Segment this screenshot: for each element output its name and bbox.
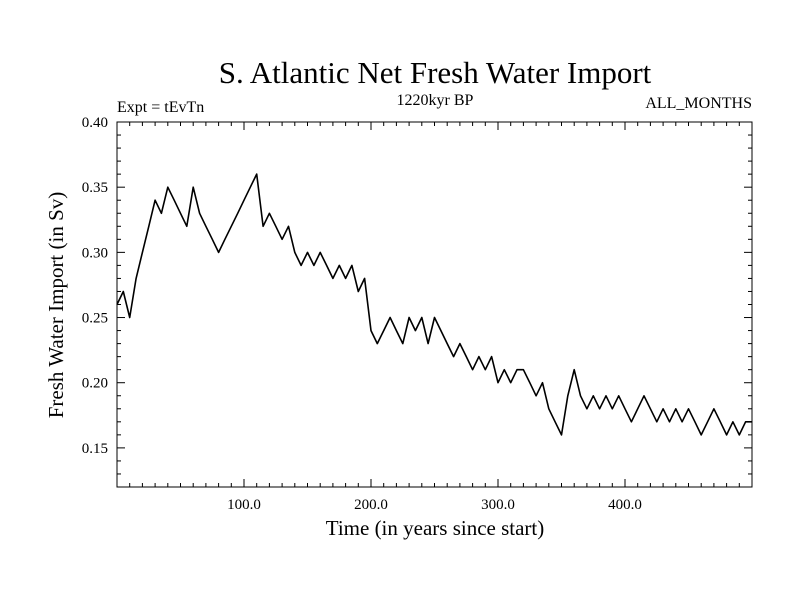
x-tick-label: 100.0 <box>227 497 261 513</box>
series-line <box>116 173 752 436</box>
x-tick-label: 300.0 <box>481 497 515 513</box>
y-tick-label: 0.15 <box>82 441 108 457</box>
plot-frame <box>116 121 753 488</box>
chart-subtitle-center: 1220kyr BP <box>397 92 474 109</box>
x-tick-label: 200.0 <box>354 497 388 513</box>
axes: 0.15 0.20 0.25 0.30 0.35 0.40 100.0 200.0 300.0 4… <box>82 115 753 513</box>
y-axis-label: Fresh Water Import (in Sv) <box>44 192 68 419</box>
chart-title: S. Atlantic Net Fresh Water Import <box>219 55 652 90</box>
chart-subtitle-left: Expt = tEvTn <box>117 99 204 116</box>
y-tick-label: 0.20 <box>82 376 108 392</box>
y-tick-label: 0.40 <box>82 115 108 131</box>
x-axis-label: Time (in years since start) <box>326 516 545 540</box>
y-tick-label: 0.25 <box>82 311 108 327</box>
y-tick-label: 0.35 <box>82 180 108 196</box>
plot-area <box>116 173 752 436</box>
chart-subtitle-right: ALL_MONTHS <box>645 95 752 112</box>
y-tick-label: 0.30 <box>82 245 108 261</box>
x-tick-label: 400.0 <box>608 497 642 513</box>
